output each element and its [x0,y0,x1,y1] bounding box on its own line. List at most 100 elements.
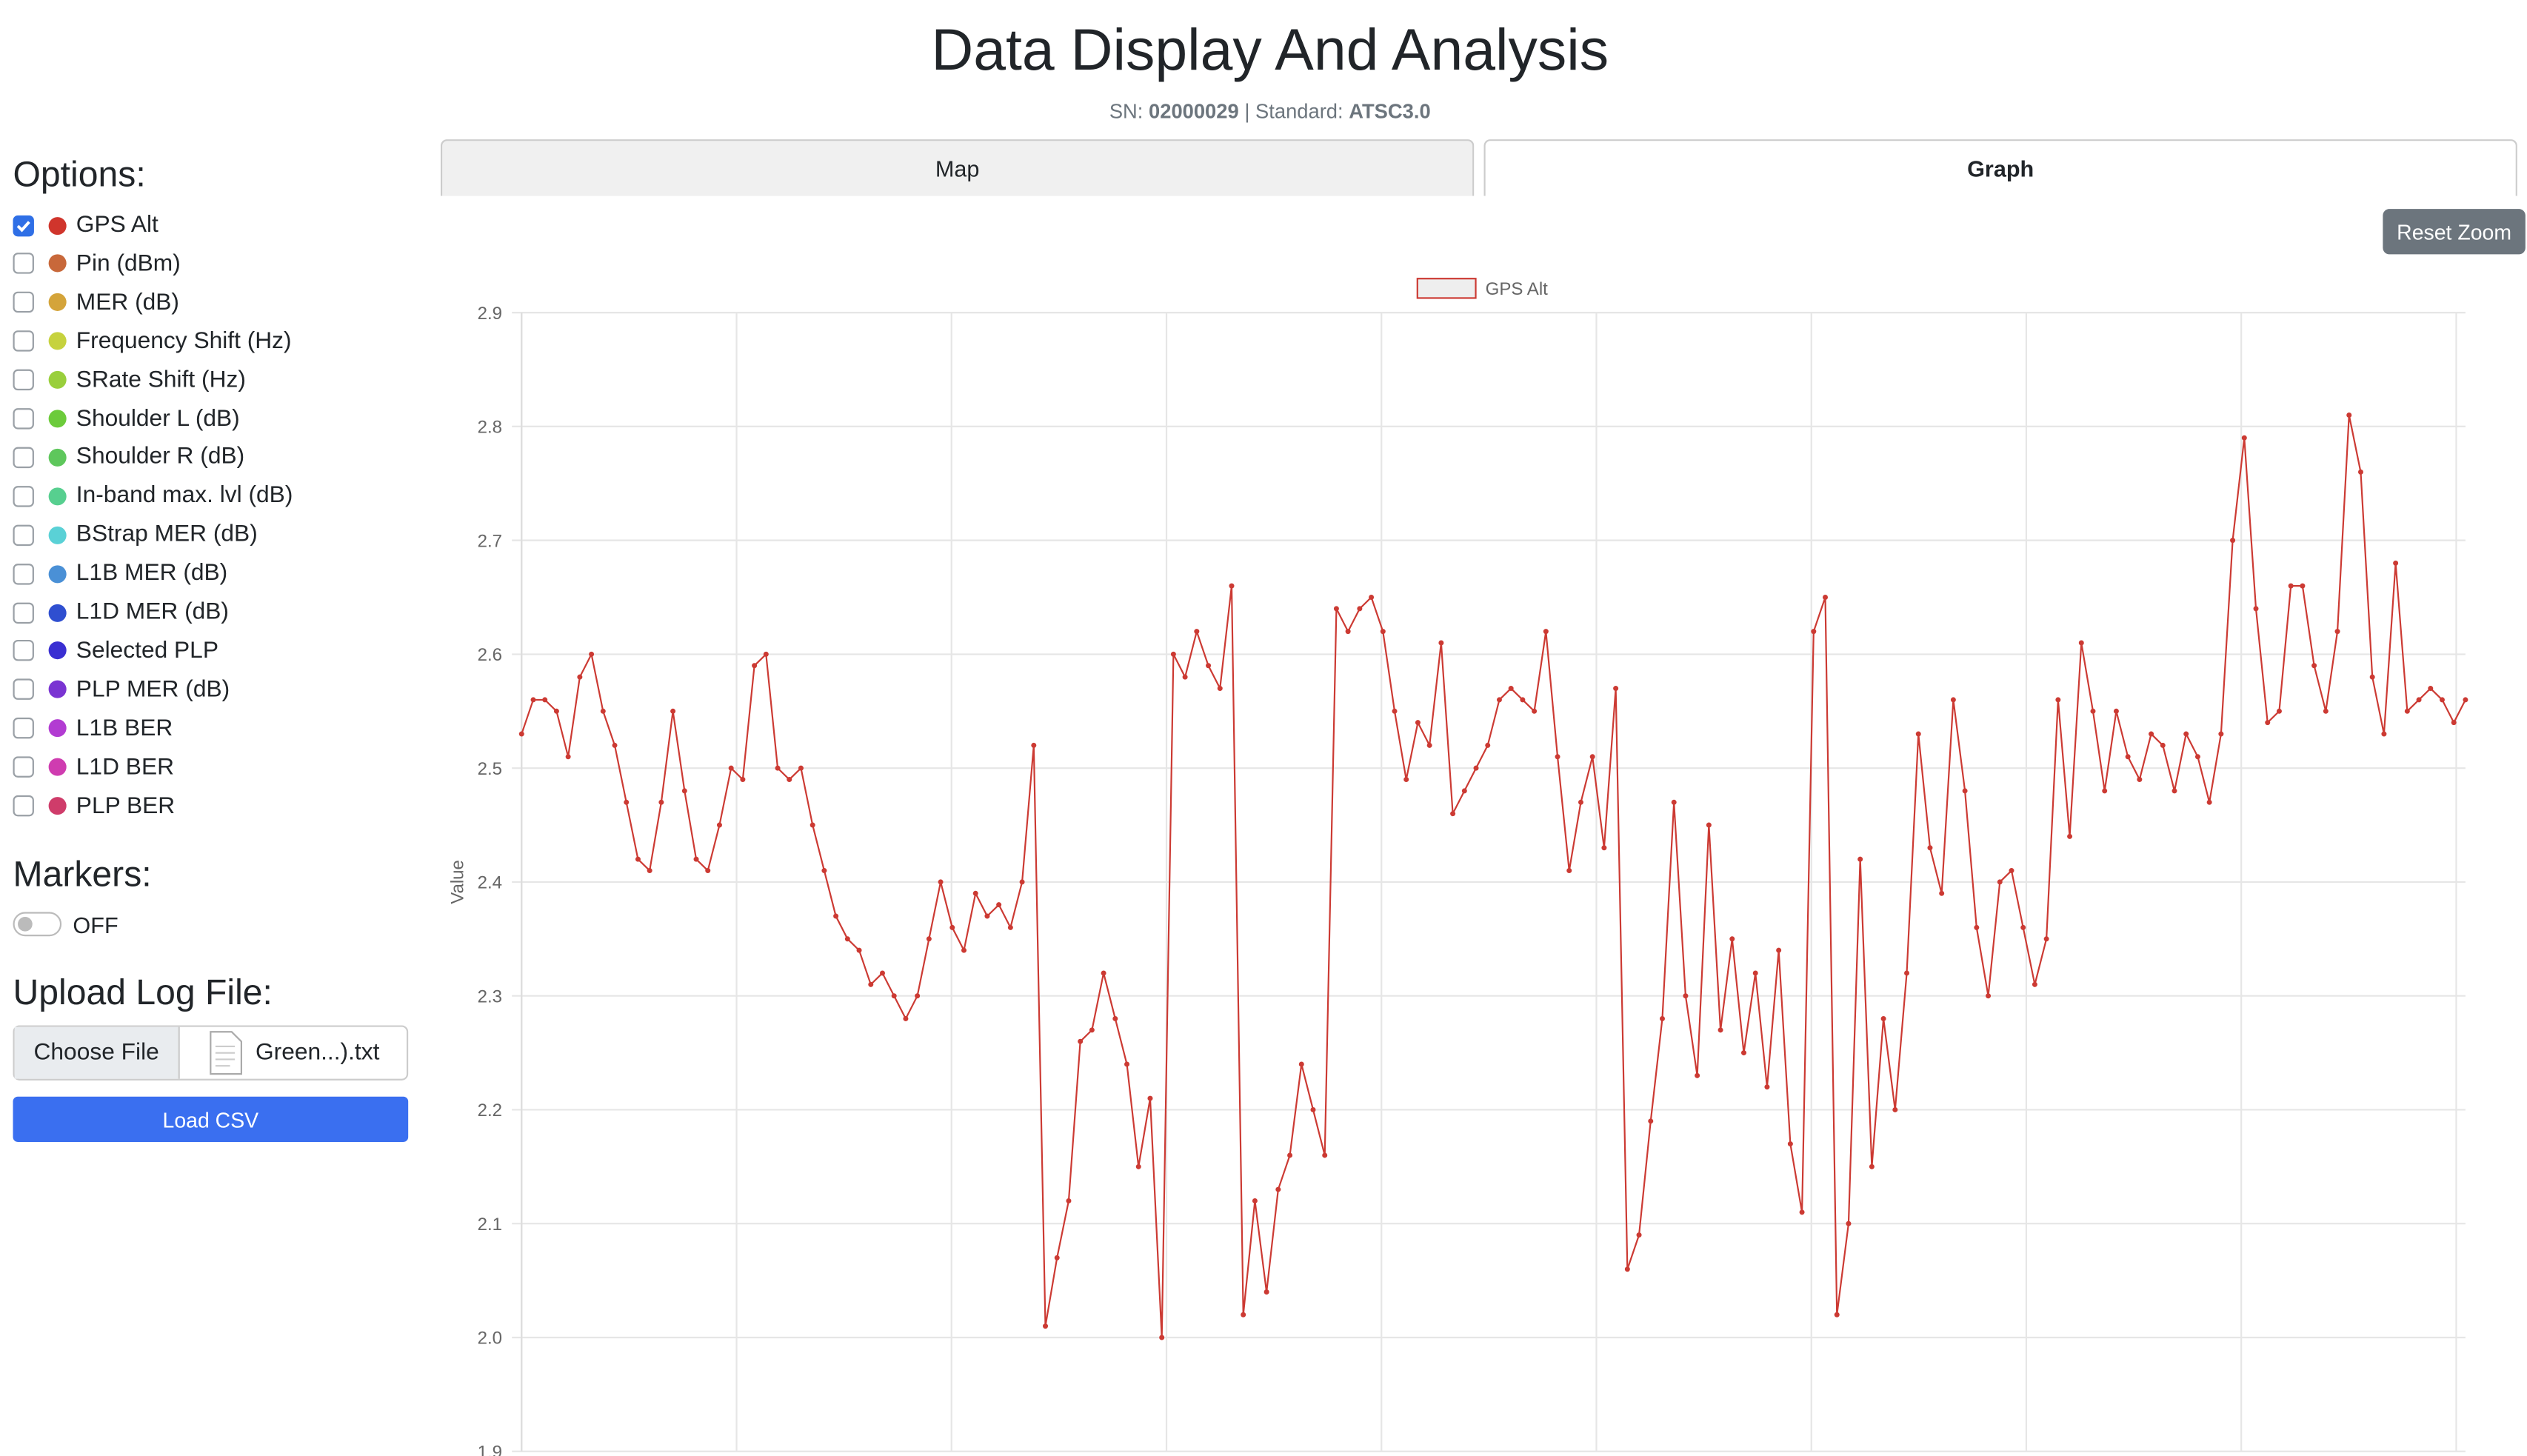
point [1054,1255,1060,1260]
checkbox[interactable] [13,563,34,584]
option-label: PLP BER [76,792,176,819]
option-row[interactable]: PLP BER [13,789,175,822]
point [879,970,885,976]
checkbox[interactable] [13,330,34,353]
point [1147,1095,1153,1101]
point [2078,640,2084,646]
option-label: In-band max. lvl (dB) [76,483,293,510]
file-name: Green...).txt [255,1040,380,1066]
point [1275,1186,1281,1192]
option-row[interactable]: GPS Alt [13,209,158,241]
option-row[interactable]: MER (dB) [13,287,179,319]
checkbox[interactable] [13,447,34,468]
y-tick-label: 2.3 [478,986,502,1006]
option-row[interactable]: Selected PLP [13,635,218,667]
option-row[interactable]: L1B MER (dB) [13,558,227,590]
checkbox[interactable] [13,292,34,313]
point [2149,731,2154,737]
option-label: BStrap MER (dB) [76,521,258,548]
color-dot [48,255,67,273]
point [2357,469,2363,475]
color-dot [48,641,67,661]
point [1508,686,1514,692]
point [2265,720,2271,726]
color-dot [48,293,67,312]
point [856,947,862,953]
point [2288,583,2294,589]
load-button[interactable]: Load CSV [13,1096,409,1142]
option-label: L1D MER (dB) [76,599,230,626]
point [542,697,548,703]
checkbox[interactable] [13,679,34,701]
y-tick-label: 2.4 [478,873,502,893]
option-label: GPS Alt [76,212,158,238]
option-row[interactable]: Shoulder L (dB) [13,403,240,435]
file-input[interactable]: Choose File Green...).txt [13,1025,409,1081]
map-tab[interactable]: Map [440,139,1475,196]
point [1112,1015,1118,1021]
point [1823,595,1829,601]
point [752,663,758,669]
standard: ATSC3.0 [1349,100,1431,124]
point [1683,993,1689,999]
y-tick-label: 1.9 [478,1442,502,1456]
subtitle: SN: 02000029 | Standard: ATSC3.0 [0,101,2527,124]
checkbox[interactable] [13,369,34,391]
choose-file[interactable]: Choose File [14,1026,180,1079]
markers-toggle[interactable] [13,912,62,937]
checkbox[interactable] [13,408,34,430]
point [1078,1038,1084,1044]
point [1555,754,1560,760]
option-row[interactable]: Shoulder R (dB) [13,441,244,474]
point [2020,924,2026,930]
option-row[interactable]: SRate Shift (Hz) [13,364,246,396]
point [1473,765,1479,771]
checkbox[interactable] [13,485,34,507]
option-row[interactable]: Frequency Shift (Hz) [13,325,292,358]
checkbox[interactable] [13,640,34,662]
y-tick-label: 2.5 [478,759,502,779]
checkbox[interactable] [13,524,34,546]
point [1741,1050,1747,1056]
point [1345,629,1351,635]
y-tick-label: 2.1 [478,1215,502,1235]
option-row[interactable]: Pin (dBm) [13,247,181,280]
checkbox[interactable] [13,718,34,739]
point [1566,868,1572,874]
point [1997,879,2003,885]
option-row[interactable]: BStrap MER (dB) [13,518,258,551]
point [1857,856,1863,862]
reset-zoom[interactable]: Reset Zoom [2383,209,2526,255]
color-dot [48,448,67,467]
point [1962,788,1968,794]
checkbox[interactable] [13,214,34,236]
point [2230,538,2236,544]
point [728,765,734,771]
option-row[interactable]: In-band max. lvl (dB) [13,480,293,512]
point [1135,1163,1141,1169]
point [577,674,583,680]
graph-tab[interactable]: Graph [1483,139,2517,196]
point [1298,1061,1304,1067]
point [1450,811,1456,817]
legend-label: GPS Alt [1486,279,1549,299]
point [1264,1289,1269,1295]
option-label: PLP MER (dB) [76,676,230,703]
point [1170,651,1176,657]
option-row[interactable]: L1B BER [13,712,173,745]
point [938,879,944,885]
point [1019,879,1025,885]
y-tick-label: 2.0 [478,1329,502,1349]
point [1369,595,1375,601]
checkbox[interactable] [13,601,34,623]
checkbox[interactable] [13,756,34,778]
point [2090,708,2096,714]
file-name-box: Green...).txt [180,1027,407,1079]
option-row[interactable]: L1D BER [13,751,174,784]
option-label: MER (dB) [76,290,180,316]
checkbox[interactable] [13,253,34,275]
option-row[interactable]: PLP MER (dB) [13,673,230,706]
checkbox[interactable] [13,795,34,817]
markers-title: Markers: [13,853,152,895]
option-row[interactable]: L1D MER (dB) [13,596,229,629]
